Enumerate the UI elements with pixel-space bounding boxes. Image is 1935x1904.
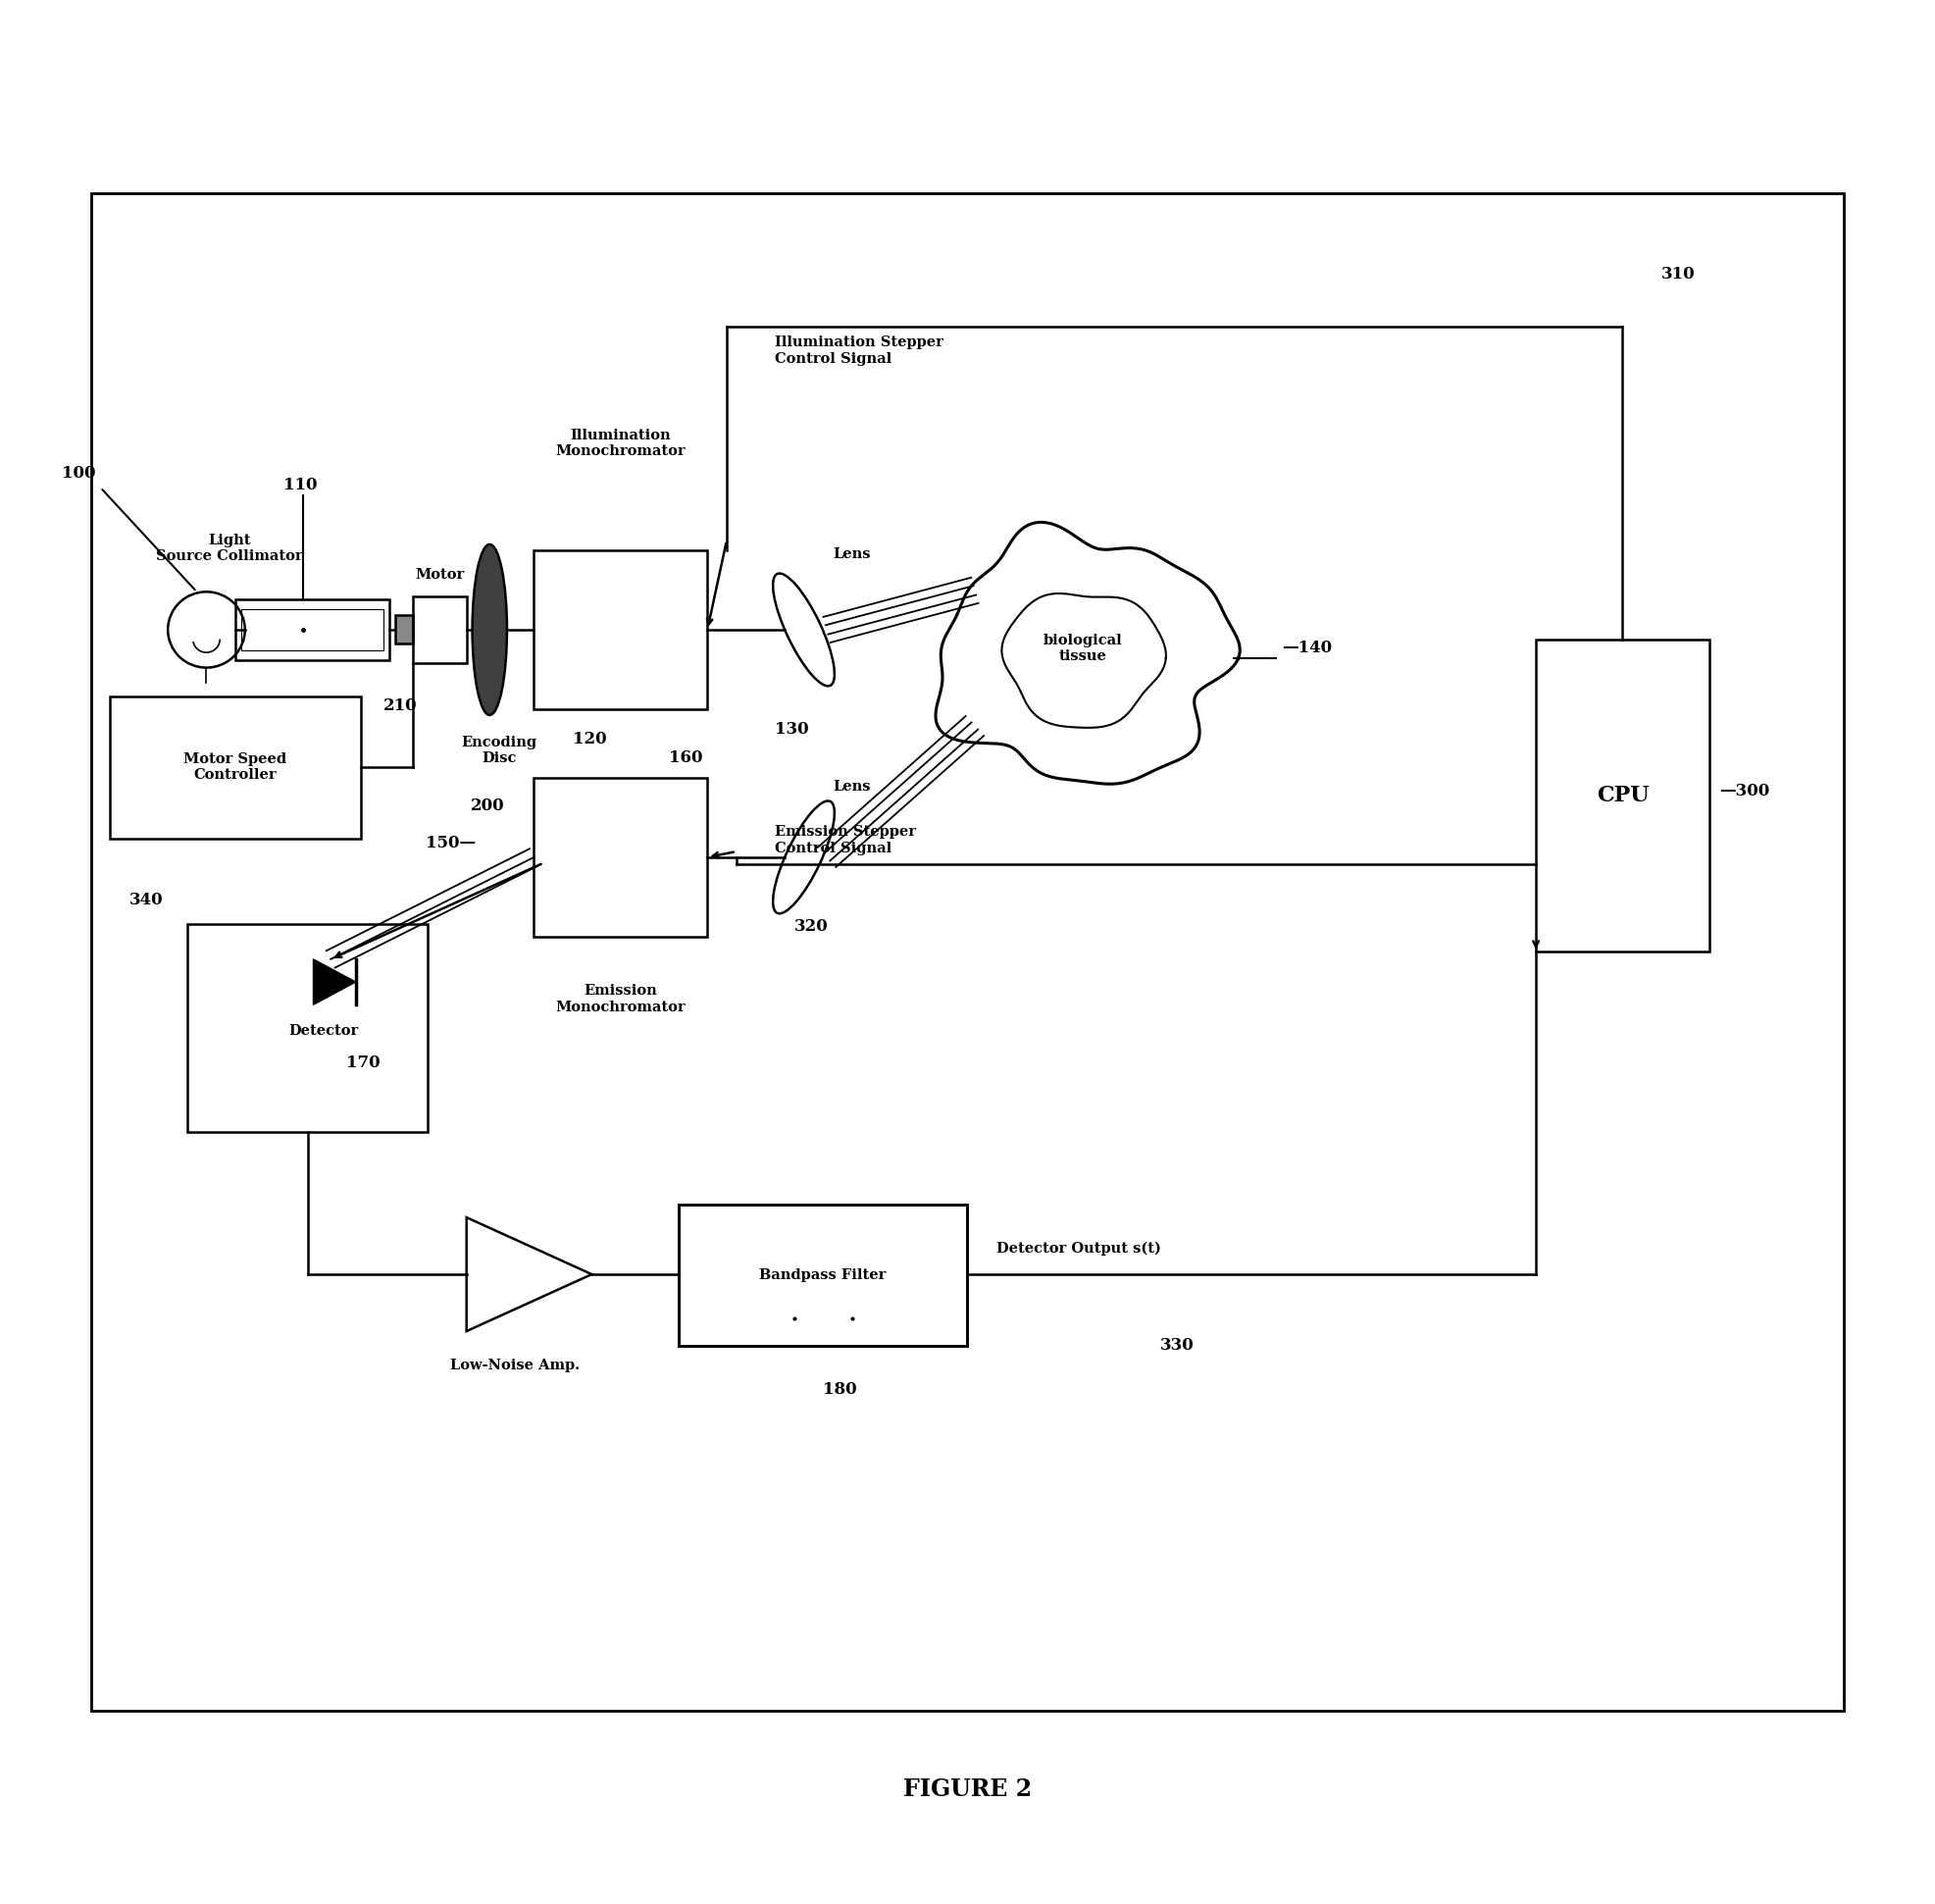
Text: Detector: Detector (288, 1024, 358, 1038)
Text: Bandpass Filter: Bandpass Filter (760, 1268, 886, 1281)
Text: Lens: Lens (832, 781, 871, 794)
Bar (412, 596, 466, 663)
Text: Emission
Monochromator: Emission Monochromator (555, 984, 685, 1013)
Ellipse shape (472, 545, 507, 716)
Text: Illumination
Monochromator: Illumination Monochromator (555, 428, 685, 459)
Bar (1536, 640, 1709, 952)
Text: FIGURE 2: FIGURE 2 (904, 1776, 1031, 1801)
Text: 310: 310 (1660, 267, 1695, 284)
Text: 180: 180 (822, 1380, 857, 1398)
Text: 160: 160 (670, 750, 702, 765)
Text: 150—: 150— (426, 836, 476, 851)
Text: Illumination Stepper
Control Signal: Illumination Stepper Control Signal (774, 335, 944, 366)
Bar (534, 777, 708, 937)
Text: Detector Output s(t): Detector Output s(t) (997, 1241, 1161, 1255)
Text: 210: 210 (383, 697, 418, 714)
Bar (534, 550, 708, 710)
Text: Lens: Lens (832, 546, 871, 560)
Bar (188, 923, 428, 1133)
Text: 340: 340 (130, 891, 163, 908)
Text: CPU: CPU (1596, 784, 1649, 807)
Bar (110, 697, 360, 838)
Polygon shape (937, 522, 1240, 784)
Bar (395, 615, 412, 644)
Text: 330: 330 (1161, 1337, 1194, 1354)
Bar (679, 1203, 968, 1346)
Text: 110: 110 (283, 476, 317, 493)
Text: —140: —140 (1281, 640, 1331, 657)
Polygon shape (313, 960, 356, 1005)
Text: Motor: Motor (414, 567, 464, 581)
Text: Light
Source Collimator: Light Source Collimator (157, 533, 304, 564)
Text: 170: 170 (346, 1055, 379, 1072)
Text: 120: 120 (573, 731, 606, 748)
Text: Low-Noise Amp.: Low-Noise Amp. (451, 1358, 579, 1373)
Text: —300: —300 (1718, 783, 1769, 800)
Text: Emission Stepper
Control Signal: Emission Stepper Control Signal (774, 824, 915, 855)
Text: 100: 100 (62, 465, 95, 482)
Text: Encoding
Disc: Encoding Disc (461, 735, 538, 765)
Text: 130: 130 (774, 722, 809, 739)
Bar (242, 609, 383, 651)
Text: Motor Speed
Controller: Motor Speed Controller (184, 752, 286, 783)
Text: biological
tissue: biological tissue (1043, 634, 1122, 663)
Bar (236, 600, 389, 661)
Text: 200: 200 (470, 798, 505, 813)
Text: 320: 320 (793, 918, 828, 935)
Bar (91, 194, 1844, 1710)
